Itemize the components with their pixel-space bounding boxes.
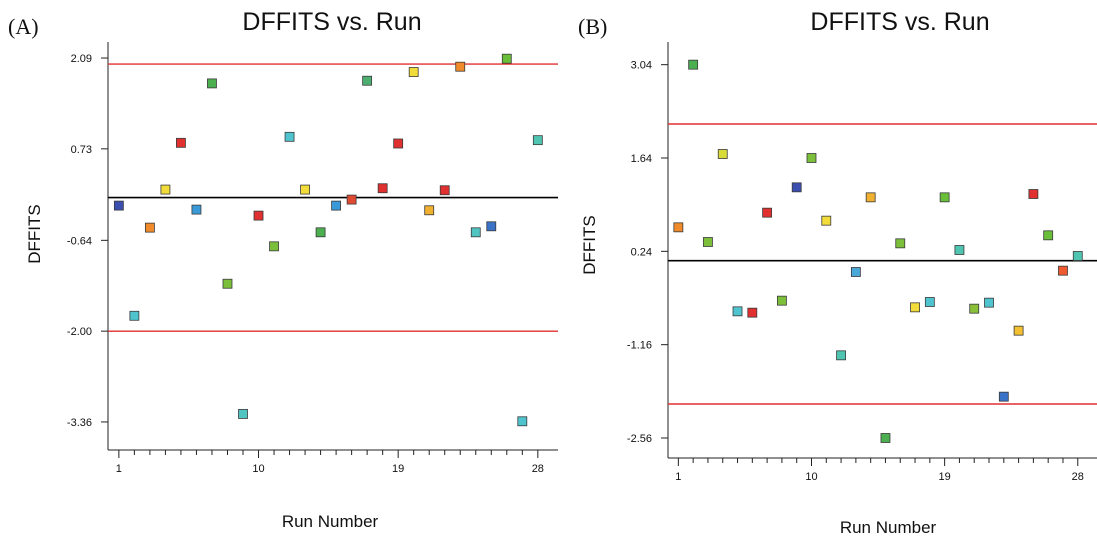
panel-b-y-tick-label: 1.64 [631,153,652,165]
panel-b-data-point [939,192,950,203]
panel-a-y-tick-label: 2.09 [71,53,92,65]
panel-b-x-tick-label: 28 [1072,471,1084,483]
panel-a-data-point [362,75,373,86]
panel-a-data-point [144,222,155,233]
panel-a-data-point [269,241,279,252]
panel-a-plot-area: 1 10 19 28 2.09 0.73 -0.64 -2.00 -3.36 [67,42,558,475]
panel-b-data-point [998,391,1009,402]
panel-a-data-point [486,221,497,232]
panel-a-data-point [191,204,202,215]
panel-b-data-point [688,59,699,70]
panel-a-data-point [377,183,388,194]
panel-b-data-point [703,237,713,247]
panel-b-data-point [984,297,994,308]
panel-b-data-point [1058,265,1068,276]
panel-a-letter: (A) [8,14,39,39]
panel-b-data-point [717,149,728,159]
panel-b-data-point [747,307,758,318]
panel-a-y-tick-label: 0.73 [71,144,92,156]
panel-a-title: DFFITS vs. Run [242,8,421,36]
panel-b-data-point [969,303,980,314]
panel-b-data-point [791,182,802,193]
panel-a-data-point [470,227,481,238]
panel-a-data-point [253,210,264,221]
panel-b-data-point [865,192,876,203]
panel-a-y-tick-label: -3.36 [67,417,92,429]
panel-a-x-tick-label: 1 [116,463,122,475]
panel-b-x-tick-label: 1 [675,471,681,483]
panel-a-x-axis-label: Run Number [282,512,379,531]
panel-a-data-point [501,53,512,64]
panel-a-data-point [517,416,528,427]
panel-b-data-point [821,215,832,226]
panel-a-data-point [346,194,357,205]
panel-a: (A) DFFITS vs. Run DFFITS Run Number 1 10… [8,8,558,531]
panel-a-data-point [424,205,435,216]
panel-b-data-point [806,153,817,163]
panel-a-data-point [207,78,217,89]
panel-b-data-point [895,238,906,249]
panel-b-y-tick-label: -2.56 [627,433,652,445]
panel-b-data-point [762,207,773,218]
panel-b-data-point [836,350,846,361]
panel-b-letter: (B) [578,14,607,39]
panel-a-data-point [315,227,326,238]
panel-a-data-point [222,278,233,289]
panel-a-data-point [284,131,295,142]
panel-b-data-point [673,222,684,233]
panel-b-data-point [850,267,861,277]
panel-a-x-tick-label: 19 [392,463,404,475]
panel-a-data-point [300,184,310,195]
panel-b-x-tick-label: 10 [805,471,817,483]
panel-a-data-point [160,184,171,195]
panel-a-data-point [455,61,466,72]
panel-a-data-point [129,310,140,321]
panel-a-y-tick-label: -0.64 [67,235,92,247]
panel-b-data-point [732,306,743,317]
panel-b-data-point [910,302,920,313]
panel-b-x-axis-label: Run Number [840,518,937,537]
panel-b-data-point [1013,325,1024,336]
panel-b-data-point [954,245,965,255]
panel-a-data-point [393,138,404,149]
panel-a-y-tick-label: -2.00 [67,326,92,338]
panel-a-data-point [113,200,124,211]
panel-b-title: DFFITS vs. Run [810,8,989,36]
panel-b-data-point [1072,251,1083,261]
panel-b-data-point [777,295,787,306]
panel-b-y-tick-label: 0.24 [631,246,652,258]
panel-b-data-point [1028,189,1039,199]
panel-b-data-point [924,297,935,307]
panel-b-y-tick-label: -1.16 [627,340,652,352]
panel-a-data-point [532,135,543,146]
panel-a-y-axis-label: DFFITS [25,204,44,264]
panel-a-data-point [238,409,248,419]
panel-b-data-point [1043,230,1054,241]
panel-a-x-tick-label: 28 [532,463,544,475]
panel-b-data-point [880,433,891,443]
panel-a-data-point [408,67,419,77]
panel-a-data-point [331,200,342,211]
panel-b-plot-area: 1 10 19 28 3.04 1.64 0.24 -1.16 -2.56 [627,42,1097,483]
panel-b-x-tick-label: 19 [939,471,951,483]
panel-b-y-axis-label: DFFITS [580,215,599,275]
panel-a-data-point [439,185,450,196]
panel-b: (B) DFFITS vs. Run DFFITS Run Number 1 10… [578,8,1097,537]
panel-b-y-tick-label: 3.04 [631,60,652,72]
panel-a-data-point [176,137,186,148]
panel-a-x-tick-label: 10 [252,463,264,475]
